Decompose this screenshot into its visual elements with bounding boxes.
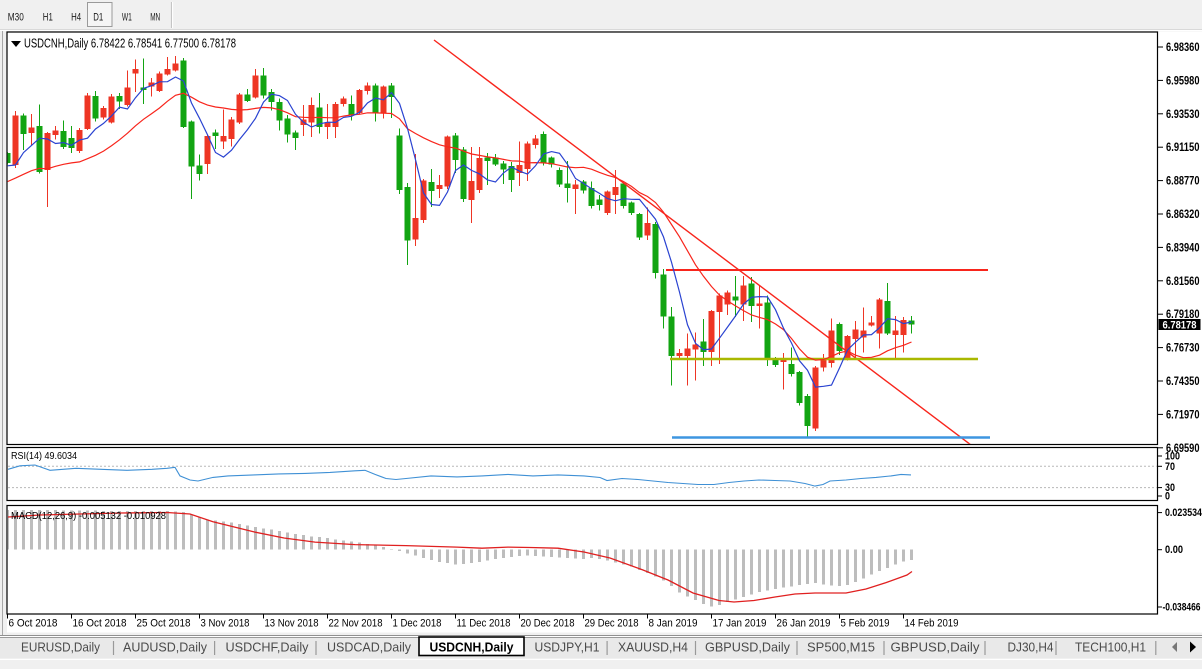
- svg-text:H4: H4: [71, 12, 81, 24]
- svg-text:6.91150: 6.91150: [1166, 142, 1200, 154]
- svg-text:13 Nov 2018: 13 Nov 2018: [265, 618, 319, 630]
- svg-text:25 Oct 2018: 25 Oct 2018: [137, 618, 191, 630]
- svg-text:22 Nov 2018: 22 Nov 2018: [329, 618, 383, 630]
- svg-text:MACD(12,26,9) -0.005132 -0.010: MACD(12,26,9) -0.005132 -0.010928: [11, 510, 166, 522]
- svg-text:USDCNH,Daily: USDCNH,Daily: [430, 640, 515, 655]
- svg-text:6 Oct 2018: 6 Oct 2018: [9, 618, 58, 630]
- svg-text:D1: D1: [93, 12, 103, 24]
- svg-text:8 Jan 2019: 8 Jan 2019: [649, 618, 698, 630]
- svg-text:SP500,M15: SP500,M15: [807, 640, 875, 655]
- svg-text:AUDUSD,Daily: AUDUSD,Daily: [123, 640, 207, 655]
- svg-text:0: 0: [1165, 491, 1170, 503]
- svg-text:USDJPY,H1: USDJPY,H1: [535, 640, 600, 655]
- svg-text:USDCAD,Daily: USDCAD,Daily: [327, 640, 411, 655]
- svg-text:W1: W1: [122, 12, 132, 24]
- svg-text:GBPUSD,Daily: GBPUSD,Daily: [705, 640, 790, 655]
- svg-text:6.81560: 6.81560: [1166, 276, 1200, 288]
- svg-text:6.93530: 6.93530: [1166, 109, 1200, 121]
- svg-text:USDCNH,Daily 6.78422 6.78541: USDCNH,Daily 6.78422 6.78541 6.77500 6.7…: [24, 37, 236, 51]
- svg-text:MN: MN: [150, 12, 160, 24]
- svg-text:0.023534: 0.023534: [1165, 507, 1202, 519]
- svg-text:11 Dec 2018: 11 Dec 2018: [457, 618, 511, 630]
- svg-text:3 Nov 2018: 3 Nov 2018: [201, 618, 250, 630]
- svg-text:TECH100,H1: TECH100,H1: [1075, 640, 1146, 655]
- svg-text:14 Feb 2019: 14 Feb 2019: [905, 618, 959, 630]
- svg-text:6.95980: 6.95980: [1166, 75, 1200, 87]
- svg-text:6.78178: 6.78178: [1163, 319, 1197, 331]
- svg-text:26 Jan 2019: 26 Jan 2019: [777, 618, 831, 630]
- svg-text:GBPUSD,Daily: GBPUSD,Daily: [891, 640, 980, 655]
- svg-text:70: 70: [1165, 461, 1175, 473]
- svg-text:5 Feb 2019: 5 Feb 2019: [841, 618, 890, 630]
- svg-text:6.98360: 6.98360: [1166, 42, 1200, 54]
- svg-text:6.69590: 6.69590: [1166, 443, 1200, 455]
- svg-text:H1: H1: [43, 12, 53, 24]
- svg-text:EURUSD,Daily: EURUSD,Daily: [21, 640, 100, 655]
- svg-text:-0.038466: -0.038466: [1163, 602, 1201, 614]
- svg-text:20 Dec 2018: 20 Dec 2018: [521, 618, 575, 630]
- svg-text:30: 30: [1165, 482, 1175, 494]
- svg-text:DJ30,H4: DJ30,H4: [1008, 640, 1054, 655]
- svg-text:6.76730: 6.76730: [1166, 343, 1200, 355]
- svg-text:XAUUSD,H4: XAUUSD,H4: [618, 640, 688, 655]
- svg-text:USDCHF,Daily: USDCHF,Daily: [226, 640, 309, 655]
- svg-text:RSI(14) 49.6034: RSI(14) 49.6034: [11, 450, 77, 462]
- svg-text:1 Dec 2018: 1 Dec 2018: [393, 618, 442, 630]
- svg-text:0.00: 0.00: [1165, 544, 1183, 556]
- svg-text:6.71970: 6.71970: [1166, 409, 1200, 421]
- svg-text:100: 100: [1165, 451, 1180, 463]
- svg-text:29 Dec 2018: 29 Dec 2018: [585, 618, 639, 630]
- svg-text:17 Jan 2019: 17 Jan 2019: [713, 618, 767, 630]
- svg-text:6.86320: 6.86320: [1166, 209, 1200, 221]
- svg-text:6.83940: 6.83940: [1166, 242, 1200, 254]
- svg-text:16 Oct 2018: 16 Oct 2018: [73, 618, 127, 630]
- svg-text:6.79180: 6.79180: [1166, 309, 1200, 321]
- svg-text:6.74350: 6.74350: [1166, 376, 1200, 388]
- svg-text:6.88770: 6.88770: [1166, 176, 1200, 188]
- svg-text:M30: M30: [8, 12, 24, 24]
